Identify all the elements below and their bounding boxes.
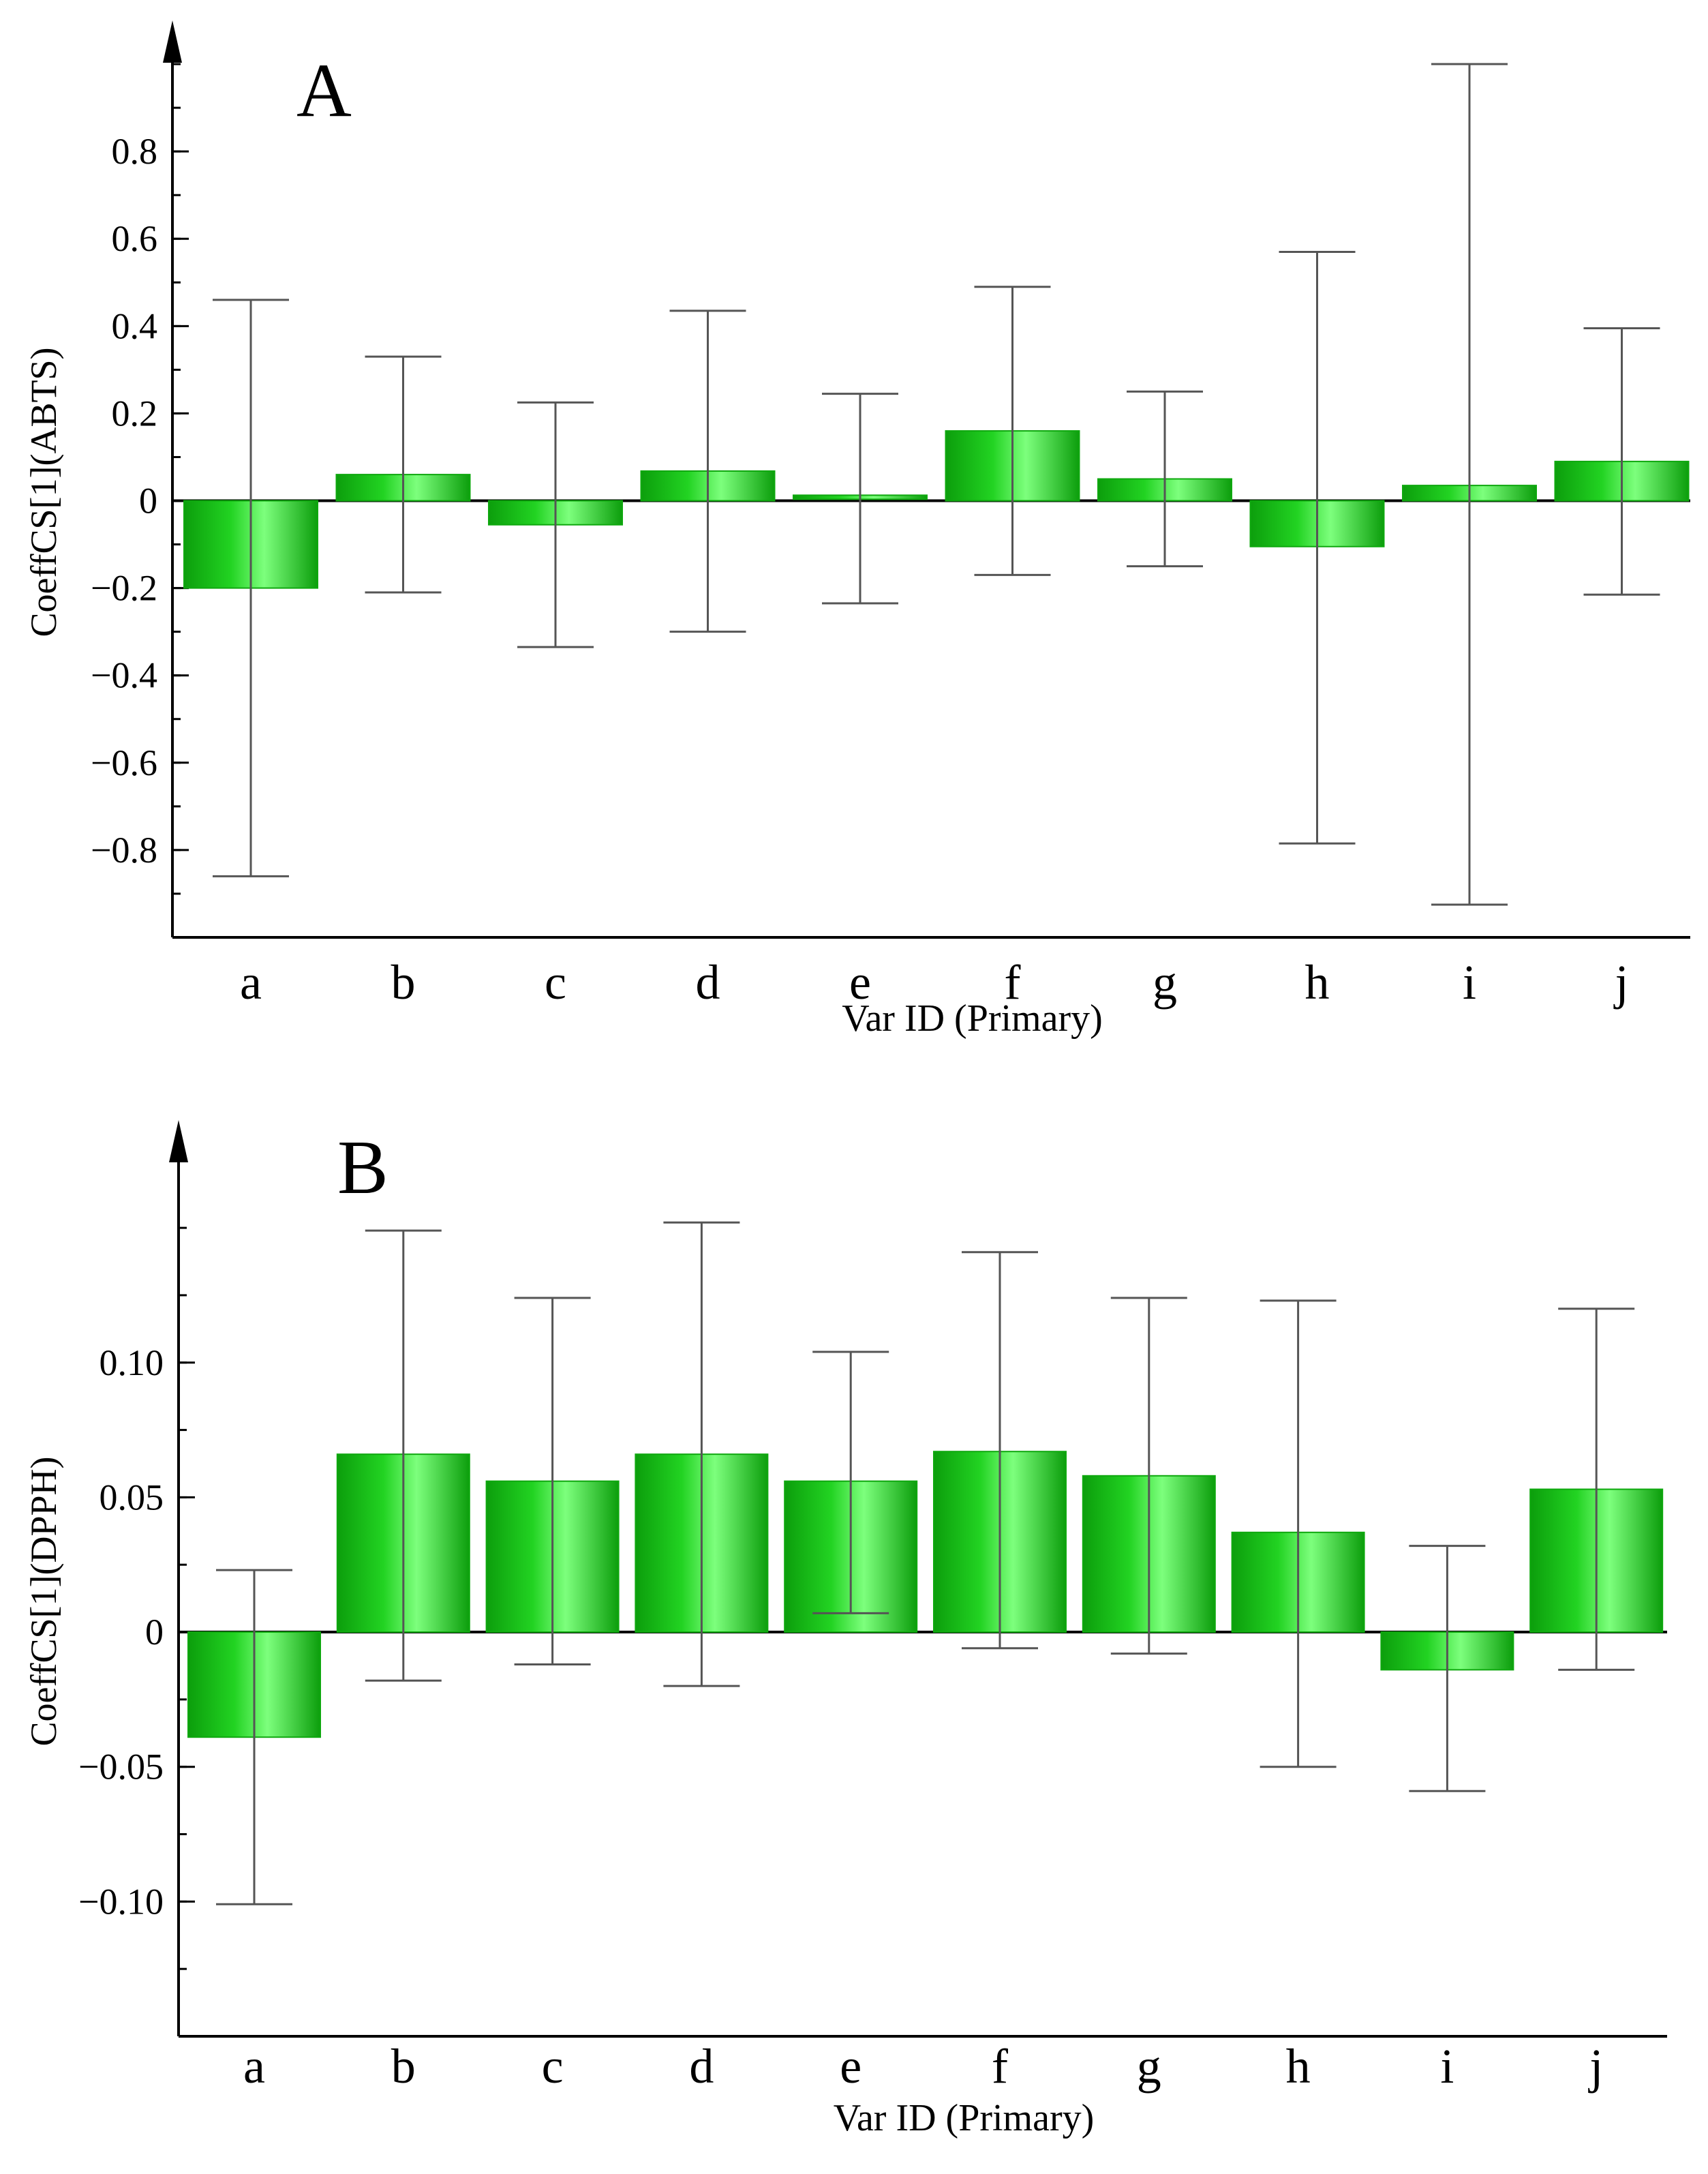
x-tick-label-g: g <box>1153 955 1177 1010</box>
x-tick-label-e: e <box>849 955 871 1010</box>
x-axis-title: Var ID (Primary) <box>834 2097 1095 2139</box>
x-tick-label-f: f <box>992 2039 1008 2094</box>
y-tick-label: −0.8 <box>91 830 157 871</box>
x-tick-label-a: a <box>243 2039 265 2094</box>
chart-b: −0.10 −0.05 0 0.05 0.10 a b c d e f g h i j B Var ID (Pr… <box>23 1120 1667 2139</box>
y-axis-arrow-icon <box>163 20 182 63</box>
x-tick-label-c: c <box>542 2039 564 2094</box>
x-tick-label-g: g <box>1137 2039 1161 2094</box>
x-axis-title: Var ID (Primary) <box>842 997 1103 1040</box>
y-tick-label: 0.10 <box>100 1342 164 1383</box>
x-tick-label-i: i <box>1440 2039 1454 2094</box>
x-tick-label-b: b <box>391 955 416 1010</box>
x-tick-label-a: a <box>240 955 262 1010</box>
y-axis-title: CoeffCS[1](DPPH) <box>23 1456 64 1746</box>
chart-a: −0.8 −0.6 −0.4 −0.2 0 0.2 0.4 0.6 0.8 a b c d e f g h i j A… <box>23 20 1690 1040</box>
x-tick-label-h: h <box>1286 2039 1311 2094</box>
y-axis-arrow-icon <box>169 1120 188 1162</box>
x-tick-label-d: d <box>689 2039 714 2094</box>
y-tick-label: 0 <box>145 1612 164 1652</box>
y-tick-label: 0.05 <box>100 1477 164 1518</box>
x-tick-label-i: i <box>1463 955 1476 1010</box>
x-tick-label-j: j <box>1587 2039 1603 2094</box>
x-tick-label-d: d <box>696 955 720 1010</box>
panel-label: B <box>337 1126 388 1210</box>
panel-label: A <box>296 48 352 133</box>
y-axis-title: CoeffCS[1](ABTS) <box>23 348 64 637</box>
x-tick-label-c: c <box>545 955 566 1010</box>
y-tick-label: −0.6 <box>91 742 157 783</box>
x-tick-label-j: j <box>1613 955 1628 1010</box>
y-tick-label: 0 <box>139 481 157 522</box>
y-tick-label: 0.8 <box>112 131 158 172</box>
y-tick-label: −0.05 <box>78 1747 164 1787</box>
y-tick-label: 0.6 <box>112 218 158 259</box>
y-tick-label: −0.2 <box>91 568 157 609</box>
y-tick-label: −0.4 <box>91 655 157 696</box>
x-tick-label-b: b <box>391 2039 416 2094</box>
y-tick-label: 0.2 <box>112 393 158 434</box>
x-tick-label-e: e <box>840 2039 861 2094</box>
x-tick-label-h: h <box>1305 955 1330 1010</box>
x-tick-label-f: f <box>1005 955 1021 1010</box>
y-tick-label: 0.4 <box>112 305 158 346</box>
y-tick-label: −0.10 <box>78 1881 164 1922</box>
